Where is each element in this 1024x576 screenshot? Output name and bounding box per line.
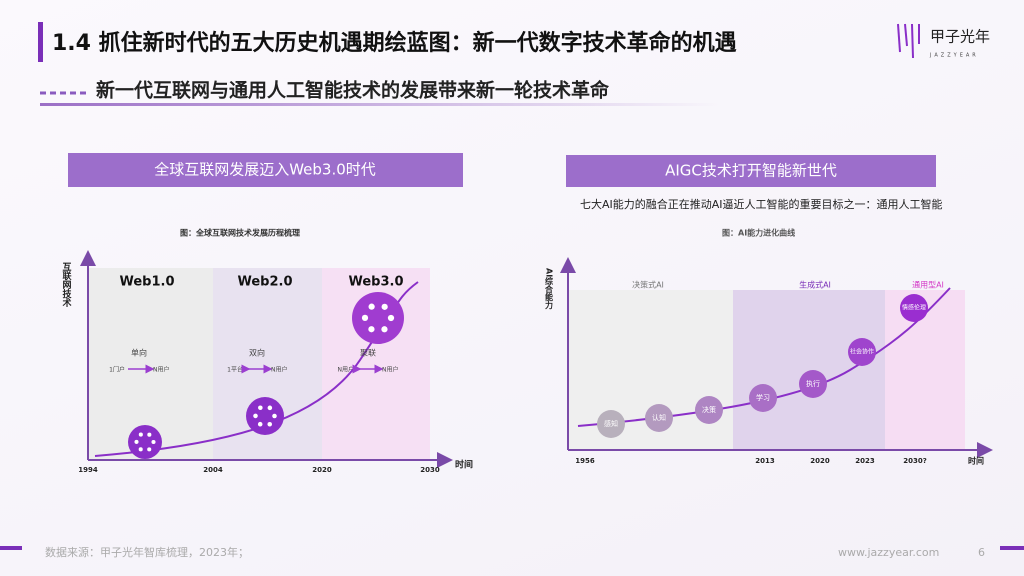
ability-node [597,410,625,438]
year: 1994 [78,466,98,474]
to: N用户 [382,366,399,374]
icon-dot [258,405,263,411]
year: 2013 [755,457,775,465]
stage-icon [352,292,404,344]
ability-node [749,384,777,412]
logo-subtext: JAZZYEAR [929,53,979,59]
year: 2020 [810,457,830,465]
ability-label: 情感伦理 [902,304,926,312]
stage-name: 生成式AI [799,280,831,290]
stage-name: Web3.0 [348,275,403,290]
year: 2004 [203,466,223,474]
year: 2030 [420,466,440,474]
banner [68,153,463,187]
ability-label: 学习 [756,393,770,402]
footer-bar [1000,546,1024,550]
stage-name: Web2.0 [237,275,292,290]
icon-dot [267,405,273,411]
banner-text: 全球互联网发展迈入Web3.0时代 [154,161,376,179]
year: 2030? [903,457,927,465]
icon-dot [151,439,156,445]
caption: 图：全球互联网技术发展历程梳理 [180,228,300,238]
y-axis-label: AI综合能力 [544,268,554,310]
website: www.jazzyear.com [838,546,939,559]
banner-text: AIGC技术打开智能新世代 [665,162,837,180]
subtitle: 新一代互联网与通用人工智能技术的发展带来新一轮技术革命 [96,79,610,102]
ability-label: 认知 [652,413,666,422]
ability-node [900,294,928,322]
mode: 单向 [131,348,147,358]
icon-dot [134,439,139,444]
ability-node [848,338,876,366]
icon-dot [147,447,152,452]
ability-node [695,396,723,424]
stage-name: Web1.0 [119,275,174,290]
to: N用户 [271,366,288,374]
caption: 图：AI能力进化曲线 [722,228,795,238]
ability-label: 执行 [806,379,820,388]
growth-curve [94,281,419,457]
page-number: 6 [978,546,985,559]
logo [897,23,920,59]
icon-dot [138,447,143,452]
icon-dot [381,326,388,333]
icon-dot [257,421,263,427]
ability-label: 决策 [702,405,716,414]
mode: 聚联 [360,349,376,358]
from: 1门户 [109,366,125,374]
icon-dot [368,303,375,310]
region [733,290,885,450]
title-bar [38,22,43,62]
year: 2023 [855,457,875,465]
year: 2020 [312,466,332,474]
icon-dot [147,432,152,437]
y-axis-label: 互联网技术 [61,262,73,308]
to: N用户 [153,366,170,374]
stage-icon [246,397,284,435]
subtitle-underline [40,103,720,106]
ability-label: 感知 [604,419,618,428]
icon-dot [272,413,277,419]
ability-label: 社会协作 [850,348,874,356]
region [885,290,965,450]
icon-dot [361,314,369,322]
stage-name: 决策式AI [632,280,664,290]
source: 数据来源：甲子光年智库梳理，2023年； [45,545,249,559]
stage-name: 通用型AI [912,280,944,290]
icon-dot [253,413,258,419]
description: 七大AI能力的融合正在推动AI逼近人工智能的重要目标之一：通用人工智能 [580,198,943,211]
x-axis-label: 时间 [968,456,984,466]
icon-dot [267,421,273,427]
icon-dot [381,303,388,310]
footer-bar [0,546,22,550]
year: 1956 [575,457,595,465]
from: 1平台 [227,366,243,374]
banner [566,155,936,187]
mode: 双向 [249,348,265,358]
title: 1.4 抓住新时代的五大历史机遇期绘蓝图：新一代数字技术革命的机遇 [52,30,737,56]
logo-text: 甲子光年 [930,28,990,46]
icon-dot [368,326,375,333]
ability-node [799,370,827,398]
x-axis-label: 时间 [455,459,473,471]
ability-node [645,404,673,432]
from: N用户 [338,366,355,374]
stage-icon [128,425,162,459]
icon-dot [138,432,143,437]
icon-dot [387,314,395,322]
